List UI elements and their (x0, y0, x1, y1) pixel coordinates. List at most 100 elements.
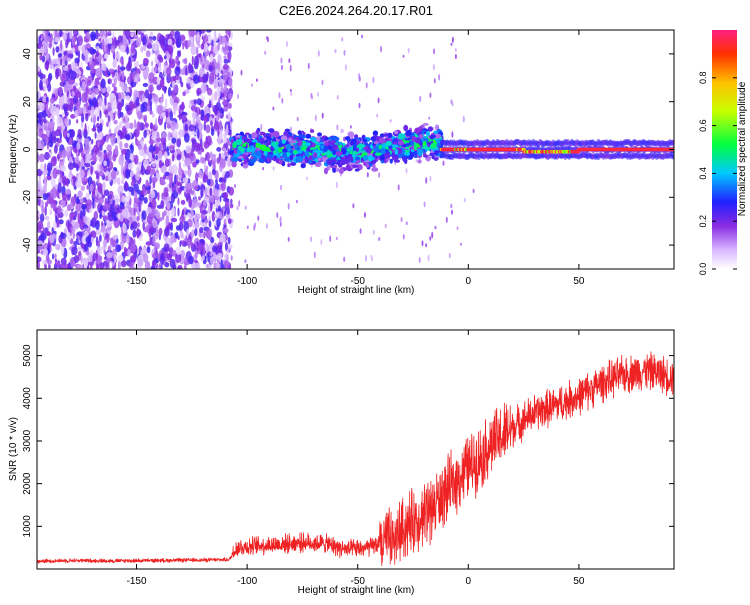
heatmap-cell (191, 55, 194, 66)
heatmap-cell (148, 139, 155, 145)
heatmap-cell (54, 253, 57, 260)
heatmap-cell (73, 147, 78, 154)
heatmap-cell (179, 240, 182, 248)
heatmap-cell (137, 106, 141, 111)
heatmap-cell (223, 135, 227, 144)
heatmap-cell (83, 49, 89, 57)
heatmap-cell (39, 116, 44, 126)
heatmap-cell (298, 139, 303, 146)
heatmap-cell (73, 175, 76, 187)
heatmap-cell (134, 76, 138, 82)
heatmap-cell (244, 205, 247, 210)
heatmap-cell (121, 233, 127, 244)
heatmap-cell (237, 93, 239, 99)
heatmap-cell (133, 119, 137, 129)
heatmap-cell (165, 215, 170, 226)
heatmap-cell (125, 63, 132, 72)
heatmap-cell (165, 110, 169, 119)
heatmap-cell (170, 235, 175, 244)
heatmap-cell (90, 165, 93, 176)
heatmap-cell (133, 183, 139, 193)
heatmap-cell (183, 264, 187, 269)
heatmap-cell (213, 39, 217, 49)
heatmap-cell (67, 132, 70, 138)
heatmap-cell (90, 236, 95, 244)
heatmap-cell (148, 231, 152, 238)
heatmap-cell (343, 256, 346, 263)
heatmap-cell (451, 36, 454, 43)
heatmap-cell (39, 54, 43, 61)
heatmap-cell (80, 209, 83, 221)
heatmap-cell (181, 114, 187, 122)
heatmap-cell (332, 148, 337, 156)
heatmap-cell (294, 143, 298, 150)
heatmap-cell (82, 197, 88, 203)
heatmap-cell (115, 92, 119, 102)
heatmap-cell (425, 146, 430, 150)
heatmap-cell (112, 234, 119, 240)
heatmap-cell (192, 161, 197, 168)
heatmap-cell (213, 188, 219, 197)
heatmap-cell (37, 139, 42, 149)
heatmap-cell (344, 64, 347, 71)
heatmap-cell (42, 193, 49, 201)
heatmap-cell (151, 198, 157, 210)
heatmap-cell (113, 86, 118, 93)
heatmap-cell (76, 264, 83, 269)
heatmap-cell (270, 146, 275, 152)
heatmap-cell (129, 72, 132, 79)
heatmap-cell (56, 107, 60, 118)
heatmap-cell (368, 155, 373, 162)
heatmap-cell (445, 216, 448, 223)
heatmap-cell (310, 236, 313, 242)
heatmap-cell (98, 196, 104, 205)
heatmap-cell (266, 157, 272, 163)
heatmap-cell (227, 42, 233, 47)
heatmap-cell (141, 210, 147, 221)
heatmap-cell (89, 183, 94, 192)
heatmap-cell (178, 112, 181, 121)
heatmap-cell (196, 98, 202, 106)
heatmap-cell (187, 39, 192, 48)
heatmap-cell (50, 176, 56, 188)
heatmap-cell (160, 200, 165, 209)
heatmap-cell (217, 73, 220, 78)
heatmap-cell (232, 142, 238, 149)
heatmap-cell (37, 112, 45, 118)
heatmap-cell (73, 82, 79, 87)
heatmap-cell (193, 262, 200, 269)
heatmap-cell (151, 177, 158, 184)
heatmap-cell (216, 157, 220, 164)
heatmap-cell (246, 139, 251, 144)
heatmap-cell (314, 161, 322, 167)
heatmap-cell (69, 102, 73, 113)
heatmap-cell (372, 163, 376, 169)
heatmap-cell (54, 258, 58, 263)
heatmap-cell (96, 46, 100, 51)
heatmap-cell (96, 263, 99, 269)
heatmap-cell (207, 253, 210, 263)
heatmap-cell (84, 38, 89, 43)
heatmap-cell (372, 76, 375, 84)
heatmap-cell (317, 91, 319, 97)
heatmap-cell (106, 86, 111, 93)
heatmap-cell (275, 146, 279, 151)
heatmap-cell (78, 35, 83, 46)
heatmap-cell (130, 223, 134, 231)
heatmap-cell (305, 142, 311, 147)
heatmap-cell (414, 127, 421, 134)
heatmap-cell (329, 235, 332, 243)
heatmap-cell (110, 134, 116, 145)
heatmap-cell (272, 130, 280, 138)
heatmap-cell (189, 156, 193, 164)
heatmap-cell (85, 236, 91, 244)
heatmap-cell (57, 53, 63, 58)
heatmap-cell (137, 259, 144, 267)
heatmap-cell (227, 218, 232, 224)
heatmap-cell (94, 131, 97, 139)
heatmap-cell (67, 162, 75, 171)
heatmap-cell (97, 33, 100, 38)
heatmap-cell (231, 161, 237, 168)
heatmap-cell (111, 100, 117, 111)
heatmap-cell (367, 148, 372, 154)
